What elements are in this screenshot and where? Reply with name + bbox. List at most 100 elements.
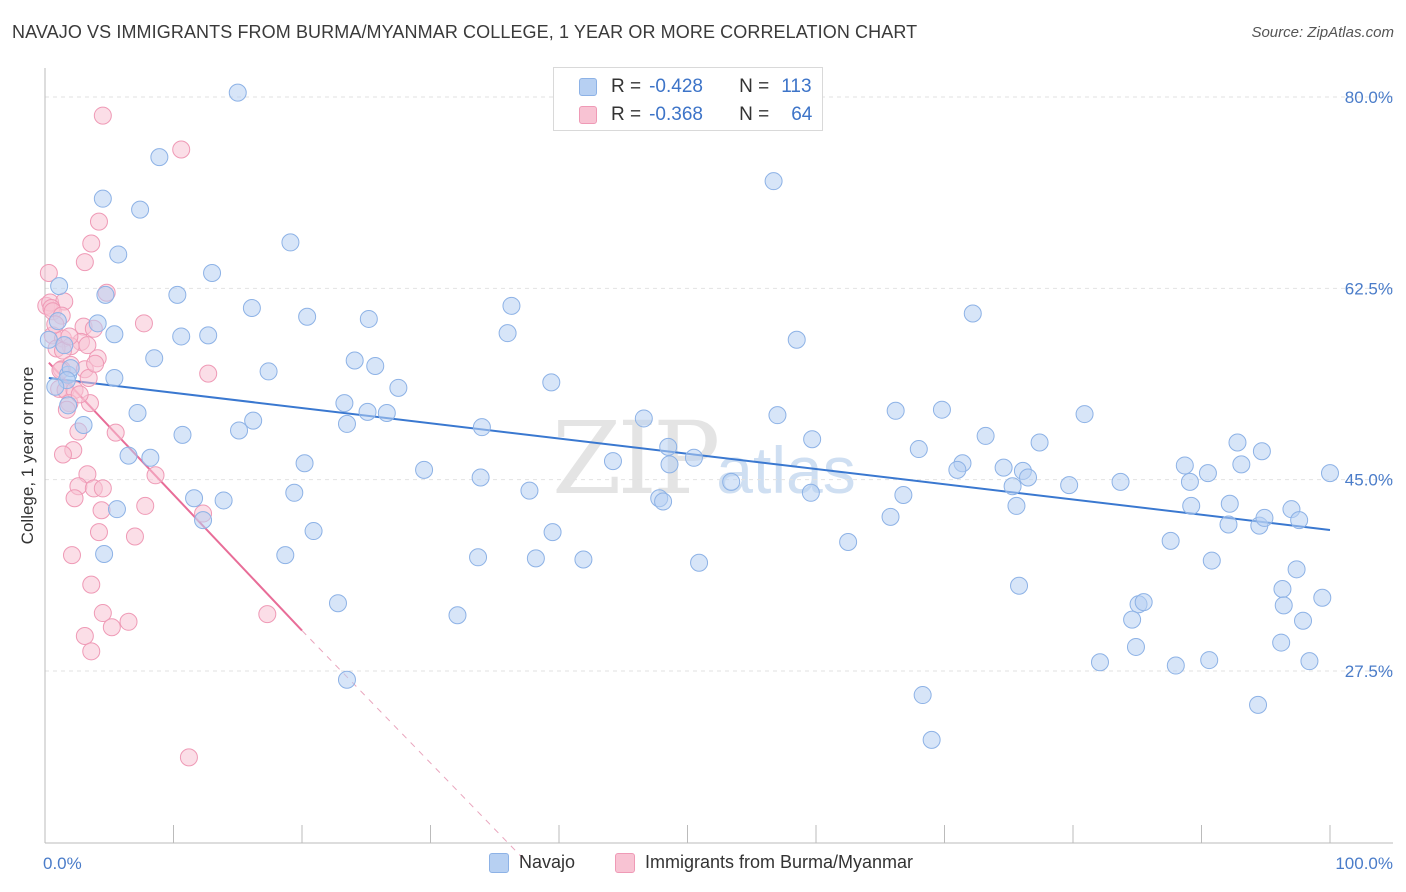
x-tick-label: 0.0% [43,854,82,873]
navajo-point [96,285,115,304]
bottom-burma-label: Immigrants from Burma/Myanmar [645,852,914,872]
navajo-point [520,481,539,500]
navajo-point [48,312,67,331]
burma-point [134,314,153,333]
burma-point [199,364,218,383]
navajo-point [472,418,491,437]
navajo-point [1075,405,1094,424]
burma-point [93,479,112,498]
navajo-point [722,472,741,491]
bottom-legend-navajo: Navajo [489,852,575,873]
navajo-point [690,553,709,572]
navajo-point [1126,637,1145,656]
navajo-point [684,448,703,467]
navajo-point [1180,472,1199,491]
navajo-point [242,299,261,318]
navajo-point [199,326,218,345]
navajo-point [976,426,995,445]
navajo-n-value: 113 [781,76,812,97]
navajo-point [787,330,806,349]
burma-swatch [579,106,597,124]
navajo-point [141,448,160,467]
navajo-point [839,532,858,551]
correlation-legend: R = -0.428 N = 113 R = -0.368 N = 64 [553,67,823,131]
navajo-point [768,406,787,425]
navajo-point [526,549,545,568]
burma-point [89,212,108,231]
navajo-point [994,458,1013,477]
navajo-point [1175,456,1194,475]
navajo-point [801,483,820,502]
y-tick-label: 80.0% [1345,88,1393,107]
navajo-point [1090,653,1109,672]
navajo-point [1003,477,1022,496]
navajo-point [281,233,300,252]
y-tick-label: 62.5% [1345,279,1393,298]
navajo-point [1030,433,1049,452]
navajo-point [359,309,378,328]
navajo-point [345,351,364,370]
navajo-point [276,546,295,565]
navajo-point [39,330,58,349]
burma-point [172,140,191,159]
navajo-point [913,686,932,705]
navajo-point [358,402,377,421]
navajo-point [498,324,517,343]
burma-point [53,445,72,464]
navajo-point [764,172,783,191]
navajo-point [185,489,204,508]
burma-r-label: R = [611,104,642,125]
navajo-point [259,362,278,381]
navajo-point [448,606,467,625]
burma-point [62,546,81,565]
burma-point [39,264,58,283]
legend-row-burma: R = -0.368 N = 64 [554,101,812,129]
burma-n-label: N = [739,104,770,125]
navajo-point [471,468,490,487]
navajo-point [109,245,128,264]
axis-labels: 80.0% 62.5% 45.0% 27.5% 0.0% 100.0% College, 1… [18,88,1393,873]
navajo-point [881,507,900,526]
navajo-point [1300,652,1319,671]
navajo-point [1202,551,1221,570]
navajo-point [922,730,941,749]
navajo-point [654,492,673,511]
navajo-point [963,304,982,323]
navajo-point [1287,560,1306,579]
navajo-point [603,452,622,471]
burma-n-value: 64 [791,104,813,125]
navajo-point [168,285,187,304]
burma-point [106,423,125,442]
navajo-point [337,414,356,433]
navajo-point [88,314,107,333]
navajo-point [145,349,164,368]
navajo-point [285,483,304,502]
navajo-point [335,394,354,413]
navajo-point [230,421,249,440]
burma-point [125,527,144,546]
burma-points [37,106,277,767]
navajo-point [1182,496,1201,515]
burma-point [258,605,277,624]
navajo-point [95,545,114,564]
navajo-point [1019,468,1038,487]
burma-point [70,385,89,404]
bottom-navajo-label: Navajo [519,852,576,872]
navajo-point [1219,515,1238,534]
navajo-point [1273,580,1292,598]
navajo-point [542,373,561,392]
source-label: Source: ZipAtlas.com [1251,24,1394,41]
navajo-point [1166,656,1185,675]
burma-point [78,336,97,355]
navajo-point [1123,610,1142,629]
burma-point [146,466,165,485]
navajo-point [1198,464,1217,483]
navajo-point [119,446,138,465]
navajo-point [244,411,263,430]
burma-point [102,618,121,637]
navajo-point [366,356,385,375]
y-axis-title: College, 1 year or more [18,367,37,545]
bottom-navajo-swatch [489,852,509,873]
navajo-point [1252,442,1271,461]
